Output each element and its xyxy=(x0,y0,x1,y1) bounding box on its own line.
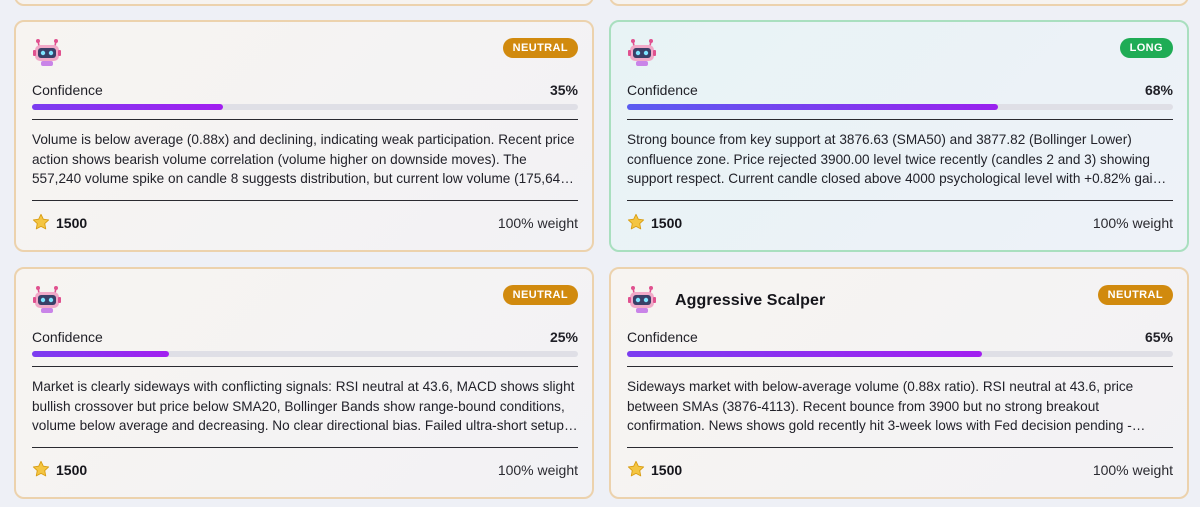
divider xyxy=(32,447,578,448)
confidence-value: 25% xyxy=(549,329,578,345)
card-footer: 1500 100% weight xyxy=(32,459,578,483)
confidence-value: 68% xyxy=(1144,82,1173,98)
robot-icon xyxy=(628,39,656,66)
card-footer: 1500 100% weight xyxy=(627,212,1173,236)
agent-card[interactable]: NEUTRAL Confidence 35% Volume is below a… xyxy=(14,20,594,252)
confidence-bar-fill xyxy=(627,104,999,110)
divider xyxy=(627,447,1173,448)
agent-score: 1500 xyxy=(651,462,683,478)
star-icon xyxy=(32,460,50,477)
card-header: NEUTRAL xyxy=(32,283,578,323)
robot-icon xyxy=(33,286,61,313)
card-footer: 1500 100% weight xyxy=(627,459,1173,483)
signal-badge: NEUTRAL xyxy=(502,38,578,58)
card-stub-top-right xyxy=(609,0,1189,6)
agent-card[interactable]: LONG Confidence 68% Strong bounce from k… xyxy=(609,20,1189,252)
confidence-bar-fill xyxy=(32,104,224,110)
reasoning-text: Strong bounce from key support at 3876.6… xyxy=(627,132,1164,186)
robot-icon xyxy=(33,39,61,66)
agent-weight: 100% weight xyxy=(1092,462,1173,478)
confidence-value: 35% xyxy=(549,82,578,98)
divider xyxy=(627,366,1173,367)
confidence-label: Confidence xyxy=(32,82,103,98)
robot-icon xyxy=(628,286,656,313)
agent-weight: 100% weight xyxy=(497,462,578,478)
agent-score: 1500 xyxy=(56,462,88,478)
confidence-bar xyxy=(32,104,578,110)
star-icon xyxy=(32,213,50,230)
divider xyxy=(627,119,1173,120)
confidence-row: Confidence 68% xyxy=(627,80,1173,100)
confidence-label: Confidence xyxy=(32,329,103,345)
signal-badge: LONG xyxy=(1119,38,1173,58)
card-header: NEUTRAL xyxy=(32,36,578,76)
star-icon xyxy=(627,213,645,230)
card-header: LONG xyxy=(627,36,1173,76)
confidence-value: 65% xyxy=(1144,329,1173,345)
reasoning-text: Volume is below average (0.88x) and decl… xyxy=(32,132,575,186)
confidence-label: Confidence xyxy=(627,329,698,345)
agent-card[interactable]: NEUTRAL Confidence 25% Market is clearly… xyxy=(14,267,594,499)
reasoning-text: Sideways market with below-average volum… xyxy=(627,379,1134,433)
signal-badge: NEUTRAL xyxy=(502,285,578,305)
divider xyxy=(627,200,1173,201)
confidence-row: Confidence 25% xyxy=(32,327,578,347)
agent-weight: 100% weight xyxy=(1092,215,1173,231)
card-footer: 1500 100% weight xyxy=(32,212,578,236)
agent-weight: 100% weight xyxy=(497,215,578,231)
agent-score: 1500 xyxy=(56,215,88,231)
confidence-bar-fill xyxy=(32,351,169,357)
confidence-row: Confidence 35% xyxy=(32,80,578,100)
confidence-bar-fill xyxy=(627,351,982,357)
divider xyxy=(32,119,578,120)
agent-name: Aggressive Scalper xyxy=(675,292,826,309)
divider xyxy=(32,200,578,201)
reasoning-text: Market is clearly sideways with conflict… xyxy=(32,379,575,433)
agent-card[interactable]: Aggressive Scalper NEUTRAL Confidence 65… xyxy=(609,267,1189,499)
agent-score: 1500 xyxy=(651,215,683,231)
confidence-bar xyxy=(627,351,1173,357)
confidence-row: Confidence 65% xyxy=(627,327,1173,347)
star-icon xyxy=(627,460,645,477)
confidence-bar xyxy=(627,104,1173,110)
card-header: Aggressive Scalper NEUTRAL xyxy=(627,283,1173,323)
signal-badge: NEUTRAL xyxy=(1097,285,1173,305)
confidence-bar xyxy=(32,351,578,357)
card-stub-top-left xyxy=(14,0,594,6)
divider xyxy=(32,366,578,367)
confidence-label: Confidence xyxy=(627,82,698,98)
